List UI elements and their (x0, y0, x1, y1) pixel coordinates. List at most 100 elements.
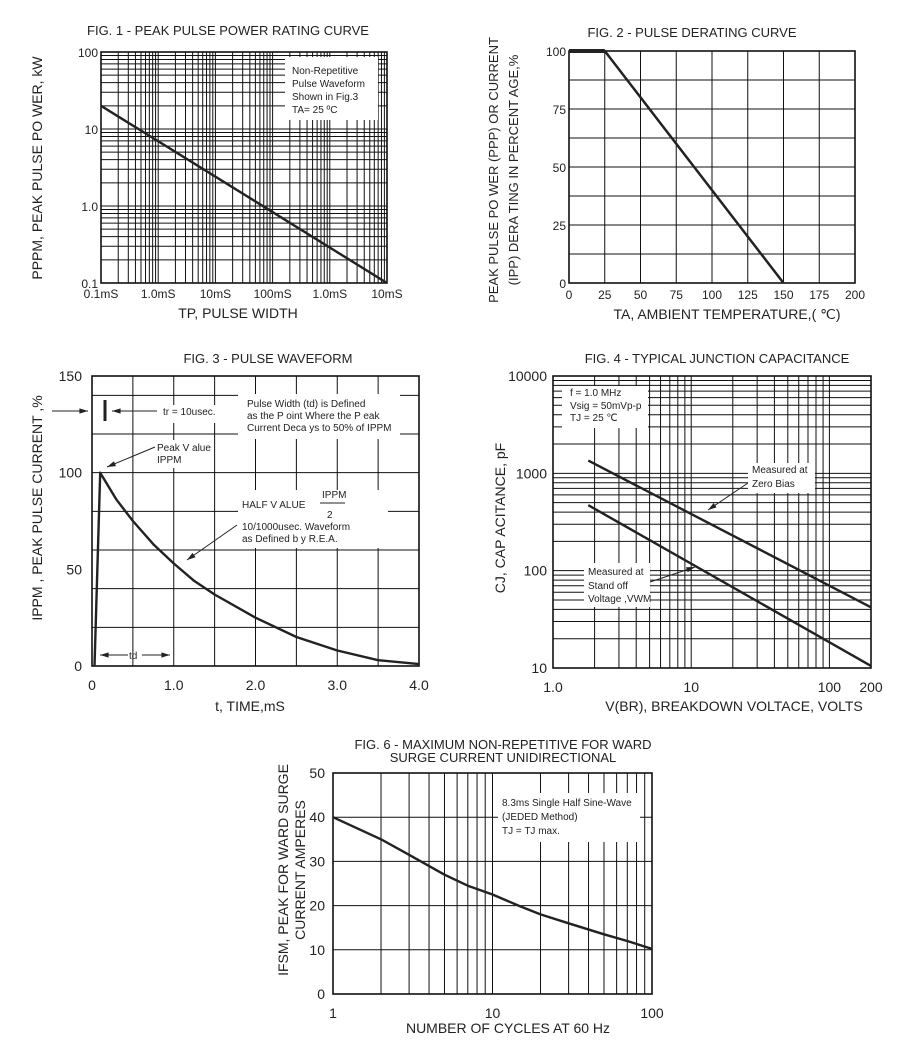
y-axis-label: CURRENT AMPERES (292, 800, 308, 940)
annotation-box (748, 463, 815, 493)
annotation-text: TJ = 25 ℃ (570, 413, 618, 424)
x-axis-label: t, TIME,mS (215, 698, 285, 714)
y-tick-label: 0.1 (81, 277, 98, 291)
x-tick-label: 1.0 (164, 677, 184, 693)
y-tick-label: 0 (317, 986, 325, 1002)
annotation-box (153, 440, 205, 468)
annotation-box (562, 386, 648, 428)
fig1-chart: FIG. 1 - PEAK PULSE POWER RATING CURVE TP… (29, 23, 403, 321)
annotation-text: Pulse Waveform (292, 79, 365, 90)
y-tick-label: 100 (546, 45, 566, 59)
chart-title: FIG. 4 - TYPICAL JUNCTION CAPACITANCE (585, 351, 850, 366)
y-tick-label: 100 (59, 465, 83, 481)
arrow-head-icon (187, 552, 196, 560)
annotation-text: Measured at (588, 567, 644, 578)
series-line (587, 459, 872, 609)
y-axis-label: PPPM, PEAK PULSE PO WER, kW (29, 56, 45, 280)
annotation-text: as the P oint Where the P eak (247, 411, 380, 422)
arrow-head-icon (708, 502, 717, 510)
x-tick-label: 100 (640, 1005, 664, 1021)
chart-title: SURGE CURRENT UNIDIRECTIONAL (390, 750, 617, 765)
grid (568, 50, 856, 284)
y-tick-label: 75 (553, 103, 567, 117)
annotation-text: td (129, 651, 137, 662)
arrow-head-icon (79, 408, 88, 414)
y-tick-label: 150 (59, 368, 83, 384)
fig3-chart: FIG. 3 - PULSE WAVEFORM t, TIME,mS IPPM , … (29, 351, 429, 714)
y-tick-label: 50 (553, 161, 567, 175)
x-tick-label: 10mS (200, 287, 231, 301)
chart-title: FIG. 3 - PULSE WAVEFORM (183, 351, 352, 366)
x-tick-label: 175 (809, 288, 829, 302)
annotation-box (498, 793, 640, 842)
plot-frame (568, 50, 856, 284)
x-tick-label: 10 (485, 1005, 501, 1021)
y-tick-label: 10000 (508, 368, 547, 384)
y-axis-label: IFSM, PEAK FOR WARD SURGE (275, 764, 291, 976)
x-tick-label: 3.0 (328, 677, 348, 693)
x-tick-label: 100mS (254, 287, 292, 301)
y-tick-label: 10 (531, 660, 547, 676)
y-axis-label: CJ, CAP ACITANCE, pF (492, 443, 508, 593)
plot-frame (100, 51, 388, 284)
x-tick-label: 0 (88, 677, 96, 693)
x-tick-label: 25 (598, 288, 612, 302)
annotation-box (238, 490, 388, 548)
series-line (587, 504, 872, 667)
annotation-text: 8.3ms Single Half Sine-Wave (502, 798, 632, 809)
arrow-head-icon (686, 567, 695, 573)
x-tick-label: 100 (702, 288, 722, 302)
x-tick-label: 50 (634, 288, 648, 302)
x-tick-label: 1.0mS (141, 287, 176, 301)
annotation-text: Stand off (588, 581, 628, 592)
x-axis-label: NUMBER OF CYCLES AT 60 Hz (406, 1020, 610, 1036)
y-tick-label: 100 (524, 563, 548, 579)
annotation-text: IPPM (157, 455, 181, 466)
x-tick-label: 200 (845, 288, 865, 302)
x-tick-label: 150 (773, 288, 793, 302)
fig2-chart: FIG. 2 - PULSE DERATING CURVE TA, AMBIENT… (486, 25, 865, 322)
y-tick-label: 0 (74, 658, 82, 674)
plot-frame (332, 772, 653, 995)
annotation-text: as Defined b y R.E.A. (242, 534, 338, 545)
arrow-head-icon (100, 652, 109, 658)
x-tick-label: 1.0 (543, 679, 563, 695)
x-tick-label: 1 (329, 1005, 337, 1021)
annotation-text: Vsig = 50mVp-p (570, 401, 642, 412)
fig4-chart: FIG. 4 - TYPICAL JUNCTION CAPACITANCE V(B… (492, 351, 883, 714)
annotation-text: IPPM (322, 490, 346, 501)
series-line (100, 104, 388, 285)
series-line (93, 471, 420, 667)
annotation-text: Pulse Width (td) is Defined (247, 399, 365, 410)
chart-title: FIG. 6 - MAXIMUM NON-REPETITIVE FOR WARD (354, 737, 651, 752)
x-tick-label: 1.0mS (312, 287, 347, 301)
y-tick-label: 0 (559, 277, 566, 291)
y-tick-label: 40 (309, 809, 325, 825)
y-tick-label: 10 (309, 942, 325, 958)
x-tick-label: 10 (683, 679, 699, 695)
arrow-line (186, 524, 238, 561)
plot-frame (91, 375, 420, 667)
annotation-text: 2 (327, 510, 333, 521)
arrow-head-icon (161, 652, 170, 658)
annotation-text: Non-Repetitive (292, 66, 359, 77)
annotation-text: TJ = TJ max. (502, 826, 560, 837)
y-tick-label: 100 (78, 46, 98, 60)
y-tick-label: 50 (66, 561, 82, 577)
annotation-text: HALF V ALUE (242, 500, 306, 511)
x-tick-label: 10mS (371, 287, 402, 301)
x-tick-label: 75 (670, 288, 684, 302)
x-tick-label: 125 (738, 288, 758, 302)
annotation-box (158, 405, 240, 423)
annotation-text: (JEDED Method) (502, 812, 578, 823)
arrow-head-icon (107, 461, 116, 467)
arrow-line (106, 446, 156, 468)
annotation-text: Voltage ,VWM (588, 594, 651, 605)
y-axis-label: (IPP) DERA TING IN PERCENT AGE,% (506, 54, 521, 285)
annotation-text: Shown in Fig.3 (292, 92, 359, 103)
x-tick-label: 4.0 (409, 677, 429, 693)
y-axis-label: IPPM , PEAK PULSE CURRENT ,% (29, 395, 45, 620)
x-tick-label: 0 (566, 288, 573, 302)
annotation-box (285, 57, 378, 120)
chart-title: FIG. 1 - PEAK PULSE POWER RATING CURVE (87, 23, 369, 38)
